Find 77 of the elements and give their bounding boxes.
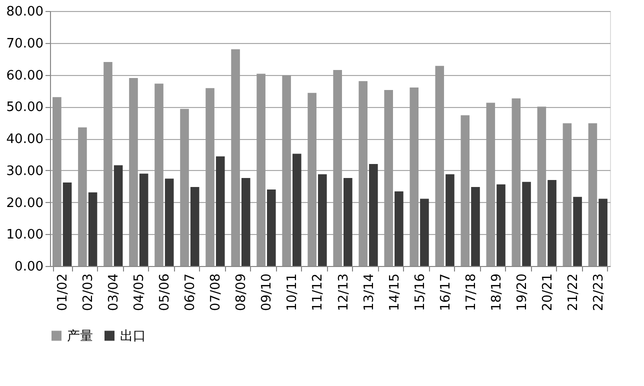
x-tick-label: 10/11 bbox=[285, 274, 300, 311]
x-tick-label: 11/12 bbox=[310, 274, 326, 311]
bar bbox=[282, 75, 291, 266]
y-tick-label: 50.00 bbox=[6, 100, 44, 116]
bar bbox=[164, 178, 174, 266]
bar bbox=[216, 156, 225, 266]
bar bbox=[344, 178, 352, 266]
bar bbox=[62, 182, 72, 266]
x-tick-label: 14/15 bbox=[387, 274, 402, 311]
x-tick-label: 16/17 bbox=[438, 274, 454, 311]
bar bbox=[190, 186, 200, 266]
bar bbox=[394, 191, 404, 266]
x-tick-label: 13/14 bbox=[362, 274, 377, 311]
bar bbox=[241, 178, 250, 266]
bar bbox=[256, 74, 266, 266]
y-tick-label: 60.00 bbox=[6, 68, 44, 84]
y-tick-label: 10.00 bbox=[6, 228, 44, 243]
bar bbox=[52, 97, 62, 266]
bar bbox=[180, 108, 189, 266]
bar bbox=[573, 196, 582, 266]
bar bbox=[420, 198, 429, 266]
bar bbox=[129, 78, 138, 266]
y-tick-label: 40.00 bbox=[6, 132, 44, 147]
bar bbox=[435, 66, 444, 266]
bar bbox=[522, 182, 531, 266]
bar bbox=[460, 115, 470, 266]
bar bbox=[333, 70, 342, 266]
bar bbox=[318, 174, 327, 266]
x-tick-label: 06/07 bbox=[183, 274, 198, 311]
y-tick-label: 70.00 bbox=[6, 36, 44, 52]
bar bbox=[358, 81, 368, 266]
bar bbox=[88, 192, 98, 266]
bar bbox=[114, 165, 123, 266]
x-tick-label: 20/21 bbox=[540, 274, 556, 311]
bar bbox=[410, 88, 419, 266]
x-tick-label: 18/19 bbox=[489, 274, 504, 311]
bar bbox=[206, 88, 214, 266]
bar bbox=[512, 98, 521, 266]
x-tick-label: 17/18 bbox=[464, 274, 479, 311]
bar bbox=[548, 180, 556, 266]
bar bbox=[292, 154, 302, 266]
x-tick-label: 22/23 bbox=[591, 274, 606, 311]
bar bbox=[78, 127, 87, 266]
x-tick-label: 08/09 bbox=[234, 274, 250, 311]
y-tick-label: 30.00 bbox=[6, 164, 44, 179]
x-tick-label: 07/08 bbox=[208, 274, 224, 311]
bar bbox=[562, 123, 572, 266]
bar bbox=[588, 123, 598, 266]
x-tick-label: 05/06 bbox=[158, 274, 173, 311]
x-tick-label: 04/05 bbox=[132, 274, 148, 311]
bar bbox=[496, 184, 506, 266]
x-tick-label: 09/10 bbox=[260, 274, 275, 311]
bar bbox=[486, 102, 496, 266]
bar bbox=[266, 190, 276, 266]
y-tick-label: 20.00 bbox=[6, 196, 44, 211]
bar bbox=[139, 174, 148, 266]
bar bbox=[598, 198, 608, 266]
x-tick-label: 03/04 bbox=[106, 274, 122, 311]
y-tick-label: 80.00 bbox=[6, 4, 44, 20]
bar bbox=[537, 106, 546, 266]
legend-label: 产量 bbox=[67, 328, 93, 344]
bar bbox=[369, 164, 378, 266]
x-tick-label: 19/20 bbox=[514, 274, 530, 311]
x-tick-label: 15/16 bbox=[412, 274, 428, 311]
bar bbox=[384, 90, 394, 266]
bar bbox=[104, 62, 112, 266]
x-tick-label: 01/02 bbox=[56, 274, 71, 311]
bar bbox=[471, 186, 480, 266]
y-tick-label: 0.00 bbox=[14, 260, 44, 274]
x-tick-label: 21/22 bbox=[566, 274, 581, 311]
x-tick-label: 02/03 bbox=[81, 274, 96, 311]
legend-label: 出口 bbox=[120, 328, 146, 344]
bar bbox=[308, 92, 316, 266]
bar bbox=[154, 84, 164, 266]
bar bbox=[446, 174, 454, 266]
x-tick-label: 12/13 bbox=[336, 274, 352, 311]
bar bbox=[231, 49, 240, 266]
